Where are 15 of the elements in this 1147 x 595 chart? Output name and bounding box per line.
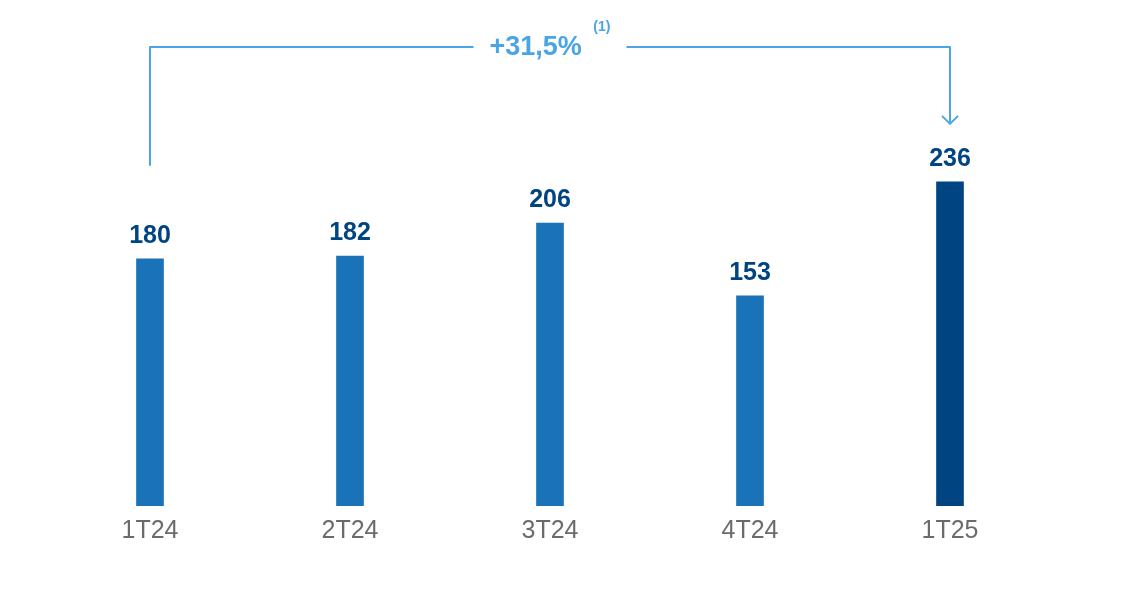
data-label: 206 xyxy=(529,184,571,213)
x-tick-label: 3T24 xyxy=(521,514,579,543)
x-tick-label: 4T24 xyxy=(721,514,779,543)
data-label: 153 xyxy=(729,257,771,286)
data-label: 180 xyxy=(129,220,171,249)
bar xyxy=(336,255,364,506)
x-tick-label: 1T25 xyxy=(921,514,979,543)
bar xyxy=(736,295,764,506)
bar xyxy=(136,258,164,506)
bar xyxy=(936,181,964,506)
data-label: 236 xyxy=(929,143,971,172)
x-tick-label: 2T24 xyxy=(321,514,379,543)
data-label: 182 xyxy=(329,217,371,246)
x-tick-label: 1T24 xyxy=(121,514,179,543)
bar xyxy=(536,222,564,506)
